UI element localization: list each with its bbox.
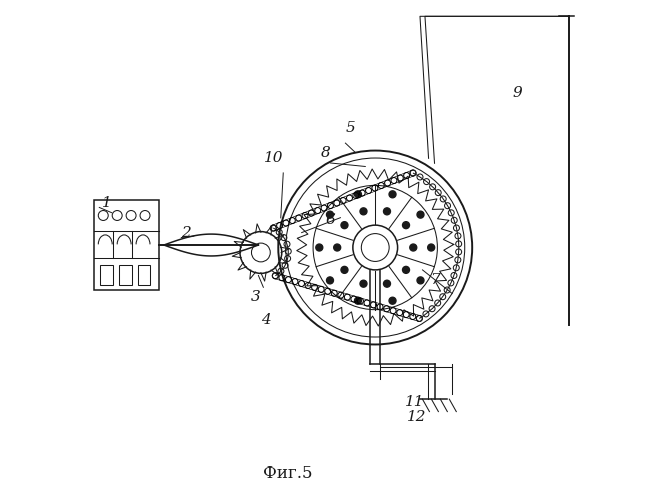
Text: 4: 4 [261,312,271,326]
Circle shape [410,244,417,251]
Circle shape [417,277,424,284]
Text: 12: 12 [407,410,426,424]
Text: 9: 9 [512,86,522,101]
Circle shape [428,244,435,251]
Circle shape [327,277,333,284]
Text: 2: 2 [182,226,191,239]
Circle shape [403,222,409,228]
Text: 3: 3 [251,290,261,304]
Text: 6: 6 [325,213,335,227]
Circle shape [316,244,323,251]
Circle shape [341,266,348,274]
Circle shape [389,297,396,304]
Circle shape [360,208,367,215]
Circle shape [327,211,333,218]
Circle shape [354,191,361,198]
Circle shape [389,191,396,198]
Circle shape [384,208,390,215]
Text: 11: 11 [405,394,425,408]
Circle shape [403,266,409,274]
Text: 7: 7 [430,273,440,287]
Circle shape [417,211,424,218]
Text: 8: 8 [321,146,331,160]
Circle shape [334,244,340,251]
Text: 1: 1 [102,196,112,210]
Text: 10: 10 [264,151,283,165]
Text: 5: 5 [346,121,356,135]
Circle shape [360,280,367,287]
Text: Фиг.5: Фиг.5 [264,465,313,482]
Circle shape [354,297,361,304]
Circle shape [341,222,348,228]
Circle shape [384,280,390,287]
